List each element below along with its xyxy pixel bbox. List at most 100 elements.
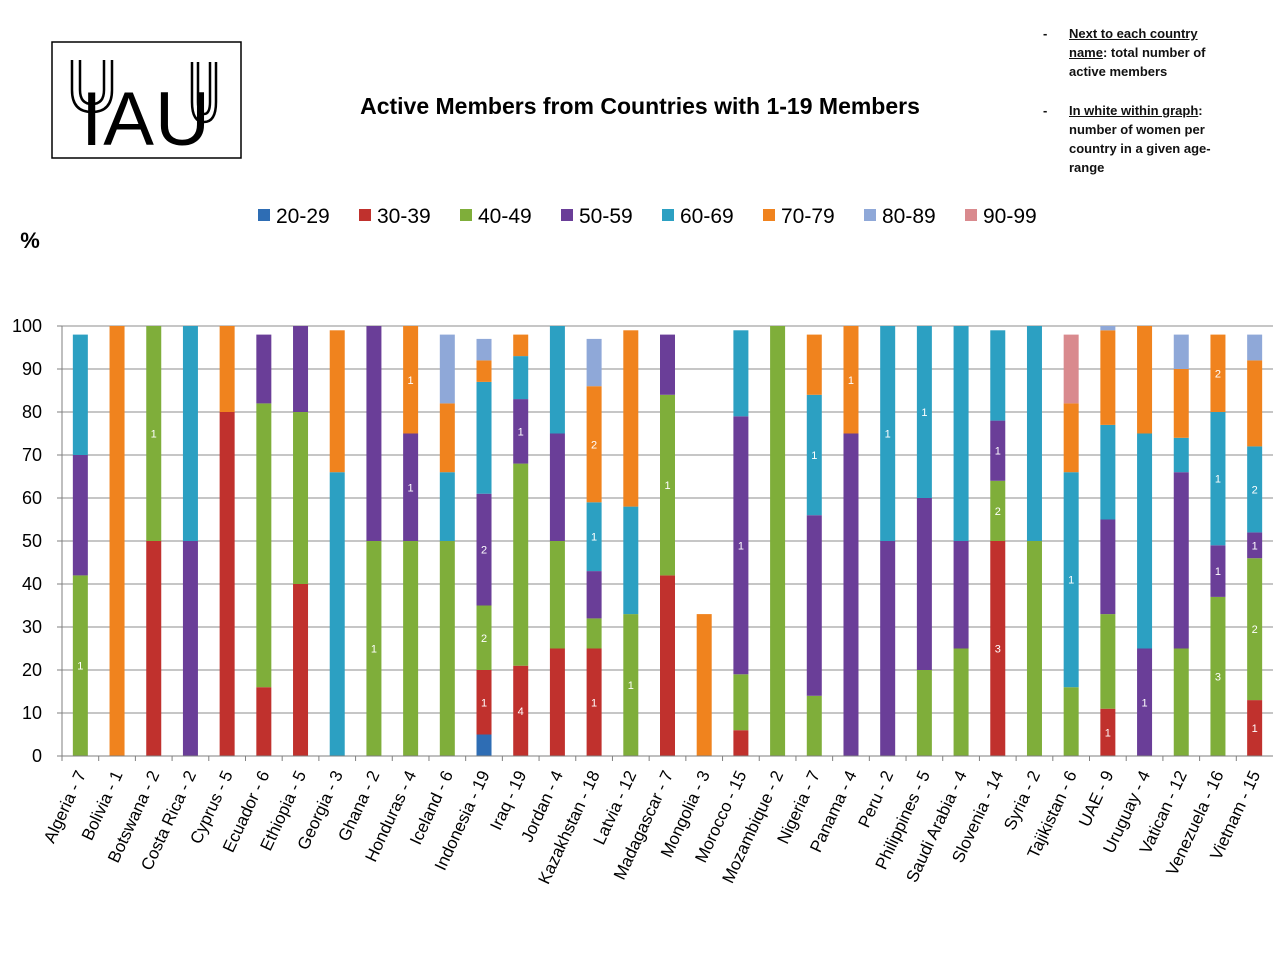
bar-segment [1210, 412, 1226, 546]
bar-segment [219, 326, 235, 412]
legend-label: 90-99 [983, 205, 1037, 228]
y-tick-label: 80 [22, 402, 42, 422]
bar-segment [513, 399, 529, 464]
bar-segment [1063, 687, 1079, 756]
bar-segment [770, 326, 786, 756]
note-1-dash: - [1043, 26, 1048, 41]
bar-segment [476, 338, 492, 361]
legend: 20-29 30-39 40-49 50-59 60-69 70-79 80-89 90-99 [258, 205, 1037, 228]
legend-swatch [864, 209, 876, 221]
legend-label: 30-39 [377, 205, 431, 228]
women-count-label: 1 [1252, 540, 1258, 552]
bar-segment [1137, 433, 1153, 649]
women-count-label: 2 [995, 506, 1001, 518]
bar-segment [513, 334, 529, 357]
note-2-text: : number of women per country in a given… [1069, 103, 1211, 175]
bar-segment [476, 381, 492, 494]
bar-segment [476, 605, 492, 670]
bar-segment [293, 326, 309, 412]
legend-swatch [258, 209, 270, 221]
women-count-label: 1 [995, 446, 1001, 458]
bar-segment [219, 412, 235, 756]
bar-segment [1137, 648, 1153, 756]
bar-segment [953, 648, 969, 756]
women-count-label: 3 [1215, 671, 1221, 683]
bar-segment [256, 687, 272, 756]
bar-segment [843, 433, 859, 756]
women-count-label: 1 [1068, 575, 1074, 587]
y-tick-label: 60 [22, 488, 42, 508]
y-tick-label: 30 [22, 617, 42, 637]
bar-segment [549, 541, 565, 649]
women-count-label: 1 [628, 680, 634, 692]
women-count-label: 3 [995, 644, 1001, 656]
bar-segment [549, 326, 565, 434]
bar-segment [1100, 424, 1116, 520]
bar-segment [549, 433, 565, 541]
bar-segment [1173, 369, 1189, 438]
bar-segment [586, 648, 602, 756]
bar-segment [623, 614, 639, 756]
bar-segment [1173, 334, 1189, 369]
bar-segment [953, 326, 969, 541]
women-count-label: 1 [1252, 723, 1258, 735]
note-2-underlined: In white within graph [1069, 103, 1199, 118]
bar-segment [439, 541, 455, 756]
bar-segment [1063, 472, 1079, 688]
bar-segment [1100, 708, 1116, 756]
bar-segment [366, 326, 382, 541]
bar-segment [660, 394, 675, 576]
bar-segment [1247, 334, 1263, 361]
bar-segment [549, 648, 565, 756]
bar-segment [1173, 472, 1189, 649]
women-count-label: 1 [408, 482, 414, 494]
bar-segment [109, 326, 125, 756]
bar-segment [623, 330, 639, 507]
bar-segment [806, 334, 822, 395]
women-count-label: 1 [481, 697, 487, 709]
legend-swatch [561, 209, 573, 221]
women-count-label: 2 [481, 545, 487, 557]
bar-segment [1247, 532, 1263, 559]
bar-segment [256, 403, 272, 688]
bar-segment [256, 334, 272, 404]
bar-segment [843, 326, 859, 434]
bar-segment [1247, 360, 1263, 447]
bar-segment [439, 403, 455, 473]
bar-segment [1210, 334, 1226, 412]
bar-segment [1173, 648, 1189, 756]
women-count-label: 2 [1215, 368, 1221, 380]
bar-segment [1247, 700, 1263, 756]
bar-segment [990, 541, 1006, 756]
bar-segment [1026, 541, 1042, 756]
legend-swatch [460, 209, 472, 221]
y-tick-label: 10 [22, 703, 42, 723]
y-ticks: 0 10 20 30 40 50 60 70 80 90 100 [12, 316, 62, 766]
women-count-label: 4 [518, 706, 524, 718]
bar-segment [1100, 330, 1116, 425]
bar-segment [476, 734, 492, 756]
bar-segment [733, 330, 749, 417]
women-count-label: 1 [1215, 474, 1221, 486]
bar-segment [1173, 437, 1189, 473]
bar-segment [72, 334, 88, 455]
logo-text: IAU [81, 77, 211, 162]
y-tick-label: 100 [12, 316, 42, 336]
bar-segment [476, 670, 492, 735]
legend-swatch [763, 209, 775, 221]
chart-title: Active Members from Countries with 1-19 … [360, 93, 920, 119]
bar-segment [586, 338, 602, 387]
bar-segment [513, 665, 529, 756]
women-count-label: 2 [591, 439, 597, 451]
bar-segment [586, 571, 602, 619]
y-tick-label: 0 [32, 746, 42, 766]
bar-segment [990, 420, 1006, 481]
women-count-label: 1 [371, 644, 377, 656]
legend-label: 40-49 [478, 205, 532, 228]
bar-segment [623, 506, 639, 615]
bar-segment [696, 614, 712, 756]
bar-segment [476, 493, 492, 606]
bar-segment [916, 498, 932, 670]
bar-segment [733, 730, 749, 756]
bar-segment [476, 360, 492, 382]
